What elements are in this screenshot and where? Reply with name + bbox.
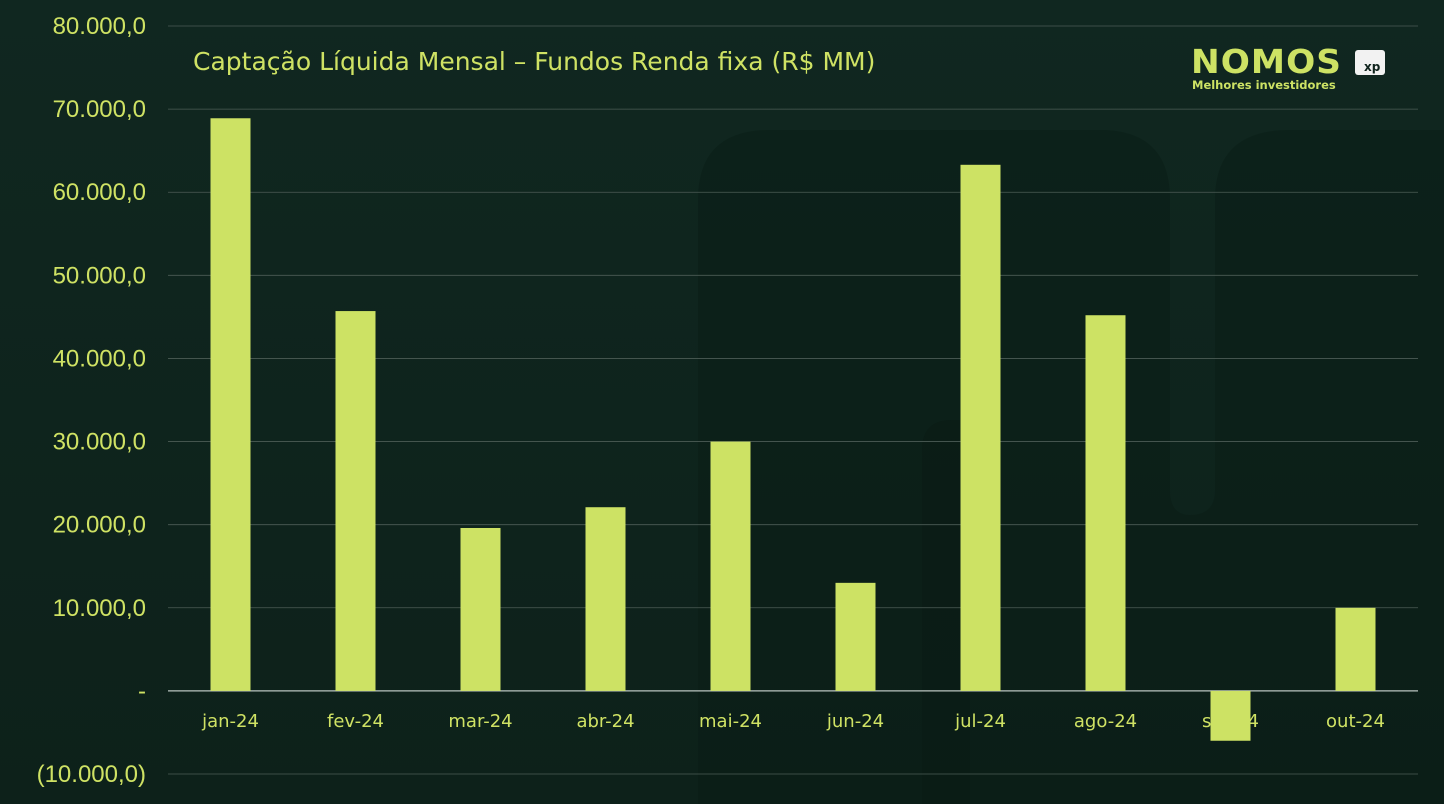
bars (210, 118, 1376, 741)
bar-jan-24 (210, 118, 251, 691)
nomos-logo: NOMOS Melhores investidores xp (1191, 42, 1385, 92)
x-tick-label: jun-24 (826, 711, 884, 732)
y-tick-label: 10.000,0 (53, 595, 146, 622)
y-tick-label: 70.000,0 (53, 96, 146, 123)
logo-tagline: Melhores investidores (1192, 78, 1336, 92)
watermark-n-icon (698, 130, 1444, 804)
bar-fev-24 (335, 311, 376, 691)
chart-title: Captação Líquida Mensal – Fundos Renda f… (193, 47, 875, 76)
y-axis-tick-labels: 80.000,0 70.000,0 60.000,0 50.000,0 40.000,0… (37, 13, 146, 788)
x-tick-label: jul-24 (954, 711, 1006, 732)
bar-ago-24 (1085, 315, 1126, 691)
y-tick-label: - (138, 678, 146, 705)
xp-badge-text: xp (1364, 60, 1381, 74)
bar-jul-24 (960, 164, 1001, 691)
x-tick-label: jan-24 (201, 711, 259, 732)
y-tick-label: 60.000,0 (53, 179, 146, 206)
x-tick-label: mar-24 (448, 711, 512, 732)
bar-set-24 (1210, 690, 1251, 741)
x-tick-label: fev-24 (327, 711, 384, 732)
bar-mai-24 (710, 441, 751, 691)
y-tick-label: 40.000,0 (53, 345, 146, 372)
bar-out-24 (1335, 607, 1376, 691)
x-tick-label: out-24 (1326, 711, 1385, 732)
y-tick-label: 50.000,0 (53, 262, 146, 289)
x-tick-label: ago-24 (1074, 711, 1137, 732)
y-tick-label: 80.000,0 (53, 13, 146, 40)
bar-mar-24 (460, 527, 501, 691)
y-tick-label: 20.000,0 (53, 512, 146, 539)
x-tick-label: abr-24 (576, 711, 634, 732)
x-tick-label: mai-24 (699, 711, 762, 732)
logo-wordmark: NOMOS (1191, 42, 1342, 81)
y-tick-label: 30.000,0 (53, 429, 146, 456)
y-tick-label: (10.000,0) (37, 761, 146, 788)
bar-abr-24 (585, 507, 626, 691)
bar-jun-24 (835, 582, 876, 691)
grid-lines (168, 25, 1418, 775)
xp-badge-icon (1355, 50, 1385, 75)
